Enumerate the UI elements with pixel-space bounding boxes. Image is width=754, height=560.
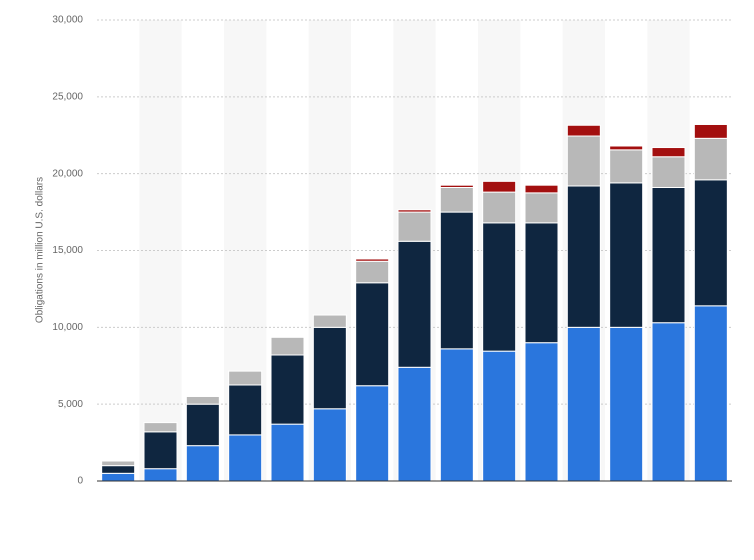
bar-segment [185,403,220,447]
y-tick-label: 25,000 [52,91,83,102]
bar-segment [566,185,601,328]
bar-segment [482,191,517,224]
bar-segment [185,395,220,405]
y-tick-label: 30,000 [52,15,83,26]
bar-segment [482,222,517,352]
bar-segment [228,384,263,436]
bar-segment [651,147,686,158]
bar-segment [693,179,728,307]
bar-segment [312,408,347,482]
bar-segment [524,342,559,482]
bar-segment [651,322,686,482]
bar-segment [439,186,474,213]
bar-segment [524,192,559,224]
y-tick-label: 0 [77,476,83,487]
y-tick-label: 5,000 [58,399,83,410]
bar-segment [397,366,432,482]
bar-segment [566,326,601,482]
bar-segment [397,240,432,368]
bar-segment [270,423,305,482]
bar-segment [143,422,178,433]
bar-segment [693,123,728,139]
bar-segment [270,336,305,356]
bar-segment [101,472,136,482]
bar-segment [355,260,390,284]
y-axis-label: Obligations in million U.S. dollars [35,177,46,323]
bar-segment [143,431,178,470]
bar-segment [566,124,601,137]
bar-segment [609,182,644,328]
bar-segment [609,145,644,151]
bar-segment [524,222,559,344]
bar-segment [397,209,432,213]
y-tick-label: 20,000 [52,168,83,179]
bar-segment [693,305,728,482]
bar-segment [651,186,686,324]
bar-segment [228,434,263,482]
bar-segment [270,354,305,425]
bar-segment [609,149,644,184]
bar-segment [397,211,432,242]
bar-segment [566,135,601,187]
bar-segment [482,350,517,482]
bar-segment [439,348,474,482]
y-tick-label: 10,000 [52,322,83,333]
bar-segment [312,314,347,328]
bar-segment [524,184,559,194]
bar-segment [482,180,517,193]
bar-segment [101,465,136,474]
bar-segment [312,326,347,410]
bar-segment [355,258,390,262]
bar-segment [609,326,644,482]
bar-segment [439,184,474,188]
bar-segment [355,282,390,387]
bar-segment [228,370,263,386]
y-tick-label: 15,000 [52,245,83,256]
bar-segment [355,385,390,482]
bar-segment [143,468,178,482]
bar-segment [651,156,686,188]
bar-segment [185,445,220,482]
bar-segment [439,211,474,350]
bar-segment [101,460,136,467]
bar-segment [693,137,728,181]
